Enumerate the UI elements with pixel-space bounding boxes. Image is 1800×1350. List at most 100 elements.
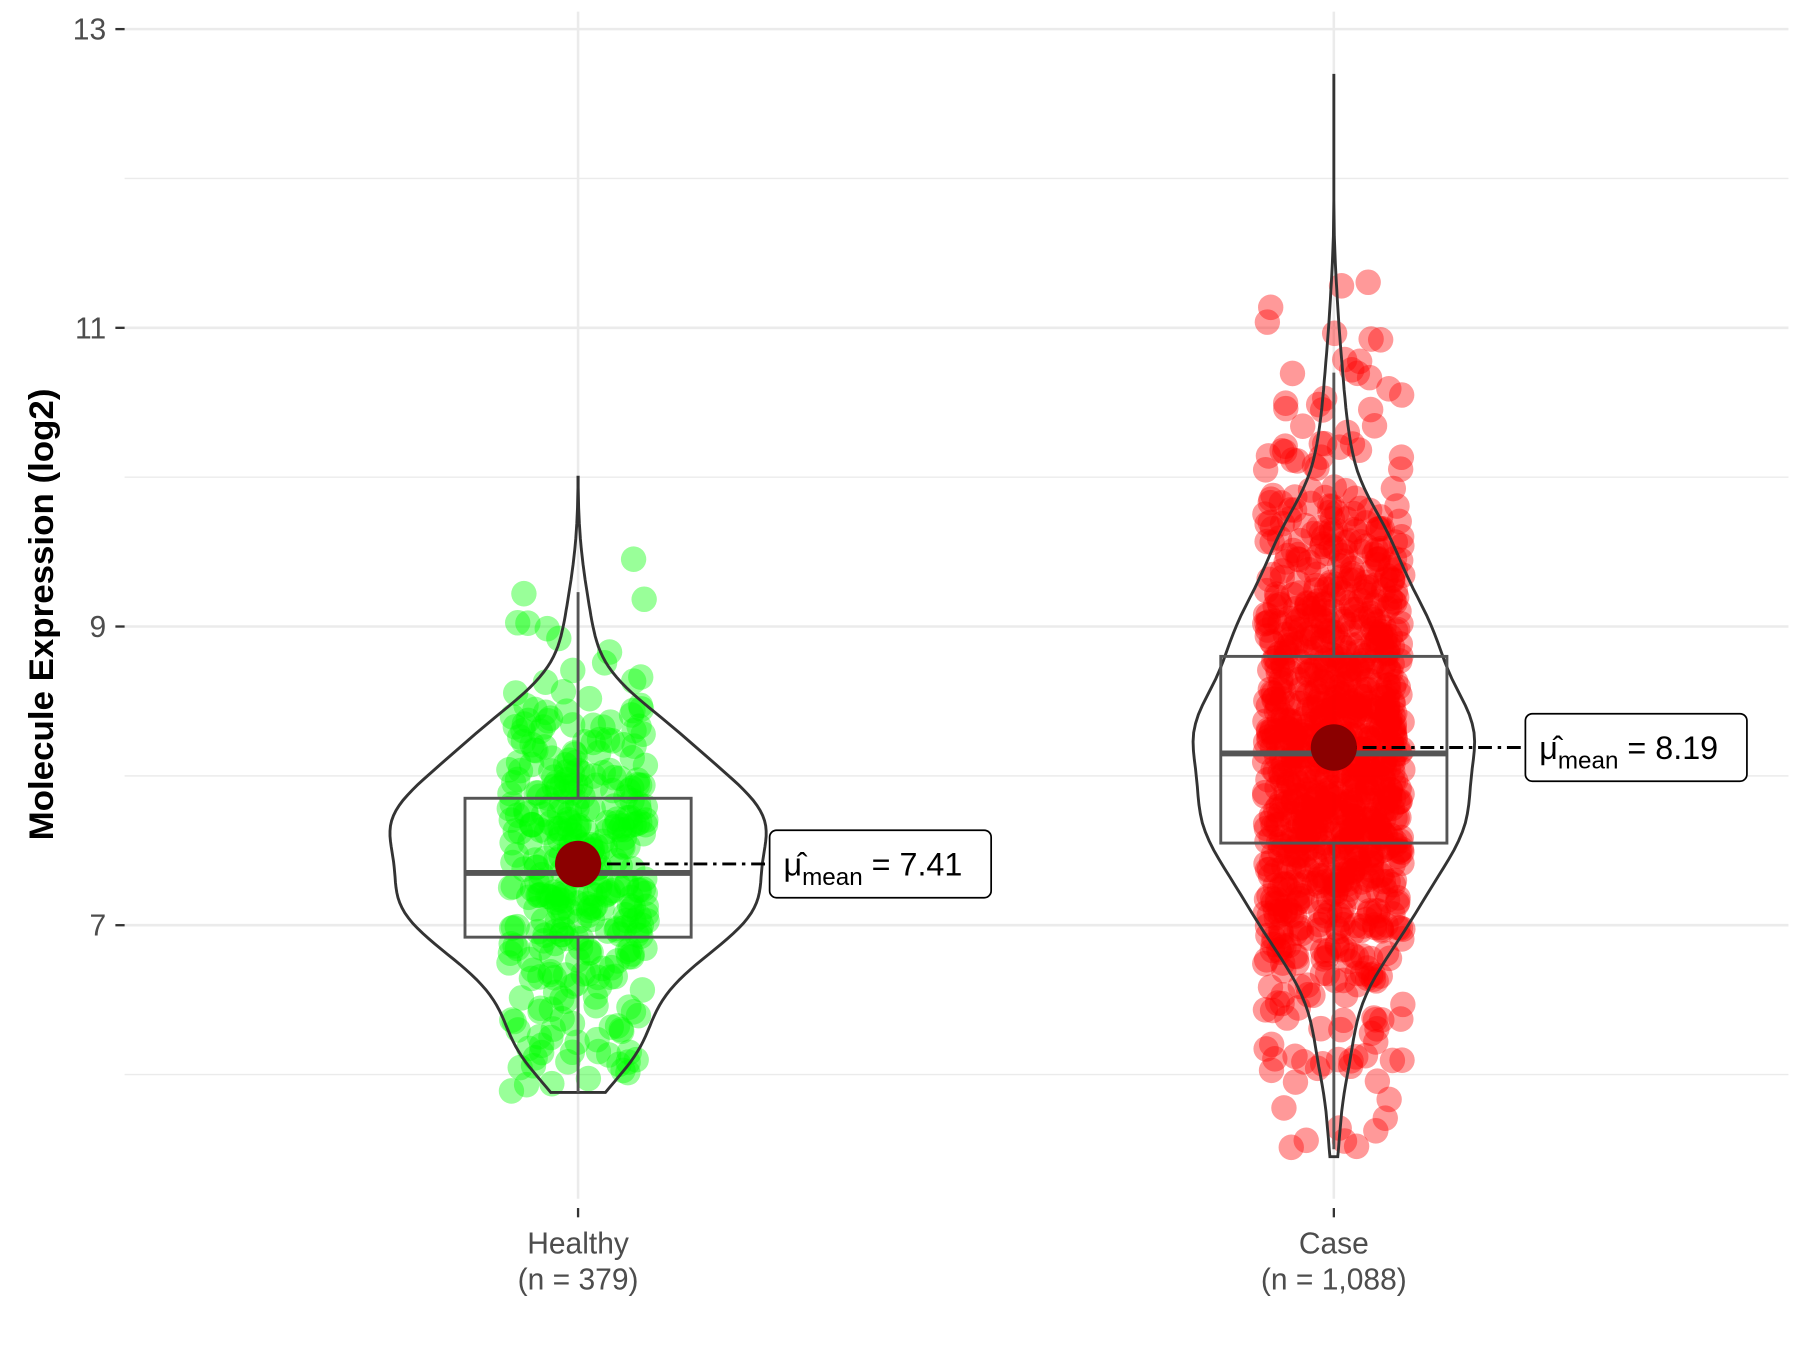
data-point xyxy=(1338,816,1365,843)
data-point xyxy=(632,793,659,820)
data-point xyxy=(1269,768,1295,794)
data-point xyxy=(1344,960,1370,987)
data-point xyxy=(1260,756,1286,783)
data-point xyxy=(1255,693,1282,719)
data-point xyxy=(1293,828,1320,854)
data-point xyxy=(1285,541,1311,568)
data-point xyxy=(1342,596,1369,623)
data-point xyxy=(1280,447,1306,473)
data-point xyxy=(1279,632,1305,658)
data-point xyxy=(1333,791,1359,818)
data-point xyxy=(1382,589,1408,616)
data-point xyxy=(1301,696,1327,723)
data-point xyxy=(1376,730,1402,756)
data-point xyxy=(515,610,541,636)
data-point xyxy=(1254,309,1281,335)
data-point xyxy=(1320,647,1346,674)
data-point xyxy=(1390,757,1416,783)
data-point xyxy=(1376,659,1402,685)
data-point xyxy=(1292,512,1319,539)
data-point xyxy=(1284,844,1310,871)
data-point xyxy=(1370,684,1397,711)
data-point xyxy=(1284,949,1310,976)
data-point xyxy=(1371,806,1397,832)
data-point xyxy=(1358,604,1384,630)
data-point xyxy=(1332,671,1359,697)
data-point xyxy=(1341,516,1368,543)
data-point xyxy=(1322,881,1349,908)
data-point xyxy=(1357,770,1383,796)
data-point xyxy=(601,764,627,791)
data-point xyxy=(1294,590,1320,616)
data-point xyxy=(1318,696,1345,723)
data-point xyxy=(1280,537,1306,564)
data-point xyxy=(604,806,630,832)
data-point xyxy=(580,796,606,823)
data-point xyxy=(1368,825,1395,851)
data-point xyxy=(1359,840,1385,867)
data-point xyxy=(1275,841,1301,867)
data-point xyxy=(1363,589,1390,615)
data-point xyxy=(1331,681,1357,707)
data-point xyxy=(500,914,526,941)
data-point xyxy=(1374,563,1400,589)
data-point xyxy=(1341,776,1368,803)
data-point xyxy=(1324,915,1350,941)
data-point xyxy=(576,940,602,967)
data-point xyxy=(1267,676,1293,703)
data-point xyxy=(578,939,604,966)
data-point xyxy=(616,1039,642,1066)
data-point xyxy=(1329,814,1355,841)
data-point xyxy=(614,804,641,831)
data-point xyxy=(1380,475,1407,502)
data-point xyxy=(1313,793,1339,819)
data-point xyxy=(499,703,526,730)
data-point xyxy=(1355,807,1381,834)
data-point xyxy=(1309,703,1335,729)
data-point xyxy=(620,697,646,724)
data-point xyxy=(1325,679,1352,706)
data-point xyxy=(496,950,522,976)
data-point xyxy=(1270,982,1296,1008)
data-point xyxy=(1280,869,1307,896)
data-point xyxy=(619,941,645,967)
data-point xyxy=(1374,683,1400,710)
data-point xyxy=(1341,695,1368,722)
data-point xyxy=(1293,639,1320,665)
data-point xyxy=(1322,571,1349,598)
data-point xyxy=(1259,719,1285,745)
data-point xyxy=(1272,621,1298,648)
data-point xyxy=(1348,917,1374,944)
data-point xyxy=(1386,598,1412,625)
data-point xyxy=(1377,623,1404,650)
data-point xyxy=(1376,679,1402,706)
data-point xyxy=(1262,758,1288,785)
data-point xyxy=(1370,773,1396,800)
data-point xyxy=(1302,786,1329,813)
data-point xyxy=(1350,913,1377,939)
data-point xyxy=(526,882,552,909)
mean-value: 7.41 xyxy=(899,846,962,882)
data-point xyxy=(500,873,526,900)
data-point xyxy=(1387,915,1414,941)
data-point xyxy=(1356,690,1383,716)
data-point xyxy=(1259,630,1286,656)
mean-label-box xyxy=(1524,712,1748,783)
data-point xyxy=(1378,659,1404,686)
data-point xyxy=(602,963,628,990)
data-point xyxy=(617,936,643,963)
data-point xyxy=(1382,726,1408,752)
data-point xyxy=(1379,633,1406,660)
data-point xyxy=(1330,894,1357,920)
data-point xyxy=(1321,689,1347,716)
data-point xyxy=(611,824,638,851)
data-point xyxy=(517,829,543,856)
data-point xyxy=(518,811,545,838)
data-point xyxy=(1354,722,1380,749)
data-point xyxy=(609,812,635,839)
data-point xyxy=(1337,611,1363,638)
data-point xyxy=(501,769,527,796)
data-point xyxy=(631,586,657,613)
data-point xyxy=(1264,584,1290,610)
data-point xyxy=(531,927,557,954)
